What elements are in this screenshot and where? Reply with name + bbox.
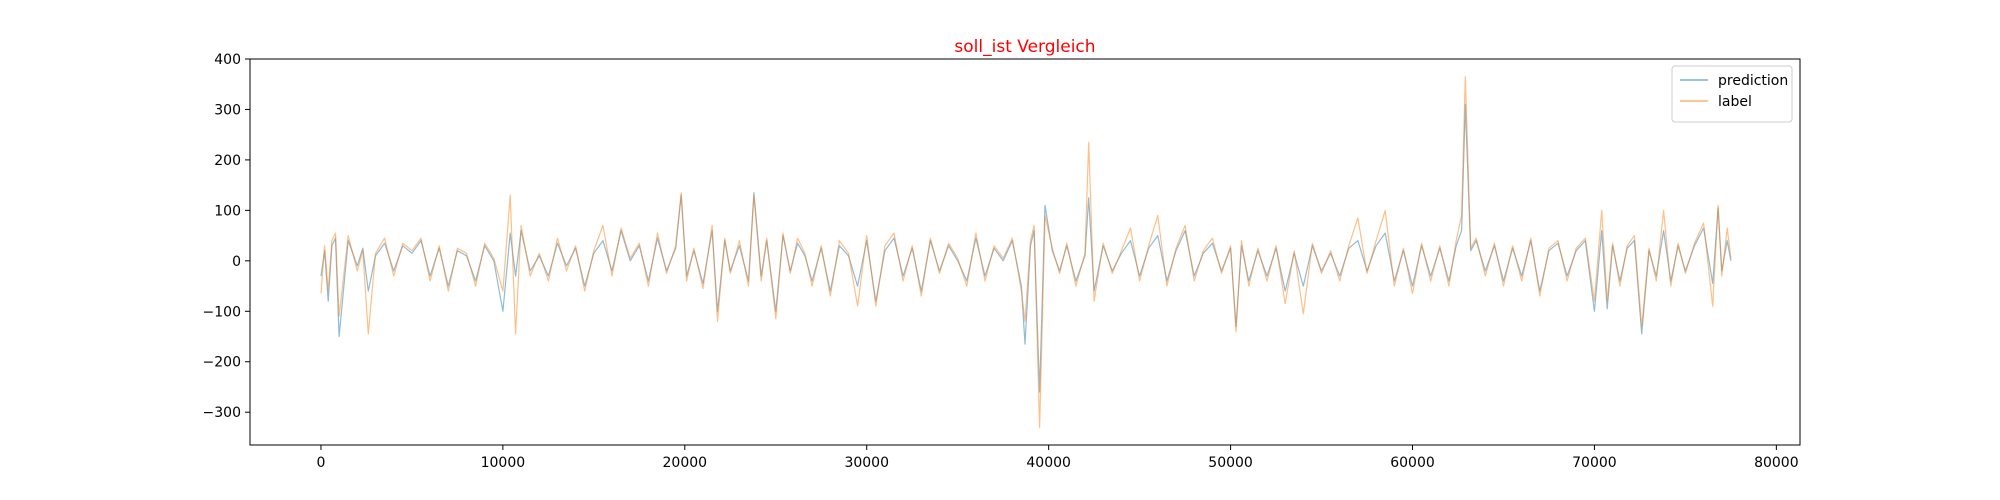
x-tick-label: 10000	[481, 455, 526, 471]
x-tick-label: 30000	[844, 455, 889, 471]
legend: prediction label	[1671, 65, 1793, 123]
x-tick-label: 20000	[663, 455, 708, 471]
y-tick-label: 0	[232, 254, 241, 270]
x-tick-label: 50000	[1208, 455, 1253, 471]
series-line-label	[320, 76, 1732, 428]
y-tick-label: −200	[203, 355, 241, 371]
x-tick-label: 70000	[1572, 455, 1617, 471]
y-tick-label: 100	[214, 203, 241, 219]
legend-label-label: label	[1718, 94, 1752, 110]
x-tick-label: 60000	[1390, 455, 1435, 471]
legend-label-prediction: prediction	[1718, 73, 1788, 89]
y-tick-label: 400	[214, 52, 241, 68]
y-axis: −300 −200 −100 0 100 200 300 400	[203, 52, 250, 421]
x-axis: 0 10000 20000 30000 40000 50000 60000 70000 8000…	[316, 445, 1799, 471]
chart-title: soll_ist Vergleich	[954, 37, 1095, 57]
y-tick-label: 300	[214, 102, 241, 118]
y-tick-label: −100	[203, 304, 241, 320]
plot-area-frame	[249, 58, 1801, 446]
series-layer	[320, 76, 1732, 428]
y-tick-label: 200	[214, 153, 241, 169]
y-tick-label: −300	[203, 405, 241, 421]
x-tick-label: 0	[316, 455, 325, 471]
x-tick-label: 40000	[1026, 455, 1071, 471]
x-tick-label: 80000	[1754, 455, 1799, 471]
